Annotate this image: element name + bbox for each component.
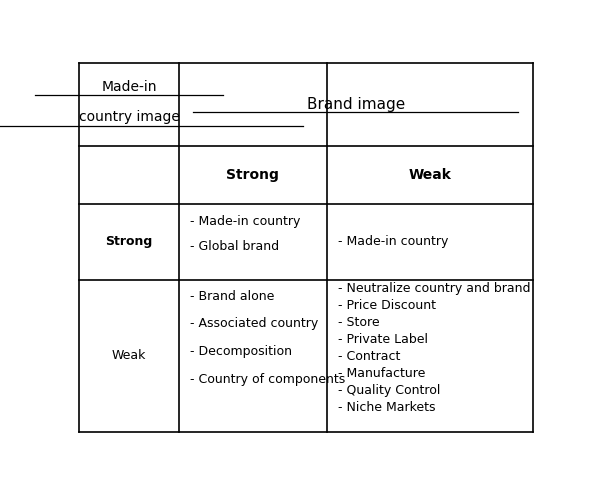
Text: Brand image: Brand image: [307, 97, 405, 112]
Text: - Price Discount: - Price Discount: [338, 299, 436, 312]
Text: Weak: Weak: [112, 349, 146, 363]
Text: - Manufacture: - Manufacture: [338, 367, 426, 380]
Text: - Neutralize country and brand: - Neutralize country and brand: [338, 282, 531, 295]
Text: Strong: Strong: [226, 168, 279, 182]
Text: country image: country image: [79, 110, 180, 124]
Text: - Private Label: - Private Label: [338, 333, 429, 346]
Text: - Store: - Store: [338, 317, 380, 329]
Text: - Contract: - Contract: [338, 350, 401, 363]
Text: - Quality Control: - Quality Control: [338, 384, 441, 397]
Text: - Made-in country: - Made-in country: [338, 235, 449, 248]
Text: Strong: Strong: [105, 235, 153, 248]
Text: - Niche Markets: - Niche Markets: [338, 401, 436, 414]
Text: - Brand alone: - Brand alone: [190, 290, 275, 303]
Text: - Made-in country: - Made-in country: [190, 215, 301, 228]
Text: - Associated country: - Associated country: [190, 318, 319, 330]
Text: Made-in: Made-in: [101, 80, 157, 94]
Text: Weak: Weak: [408, 168, 451, 182]
Text: - Country of components: - Country of components: [190, 373, 346, 386]
Text: - Global brand: - Global brand: [190, 240, 279, 253]
Text: - Decomposition: - Decomposition: [190, 345, 293, 358]
